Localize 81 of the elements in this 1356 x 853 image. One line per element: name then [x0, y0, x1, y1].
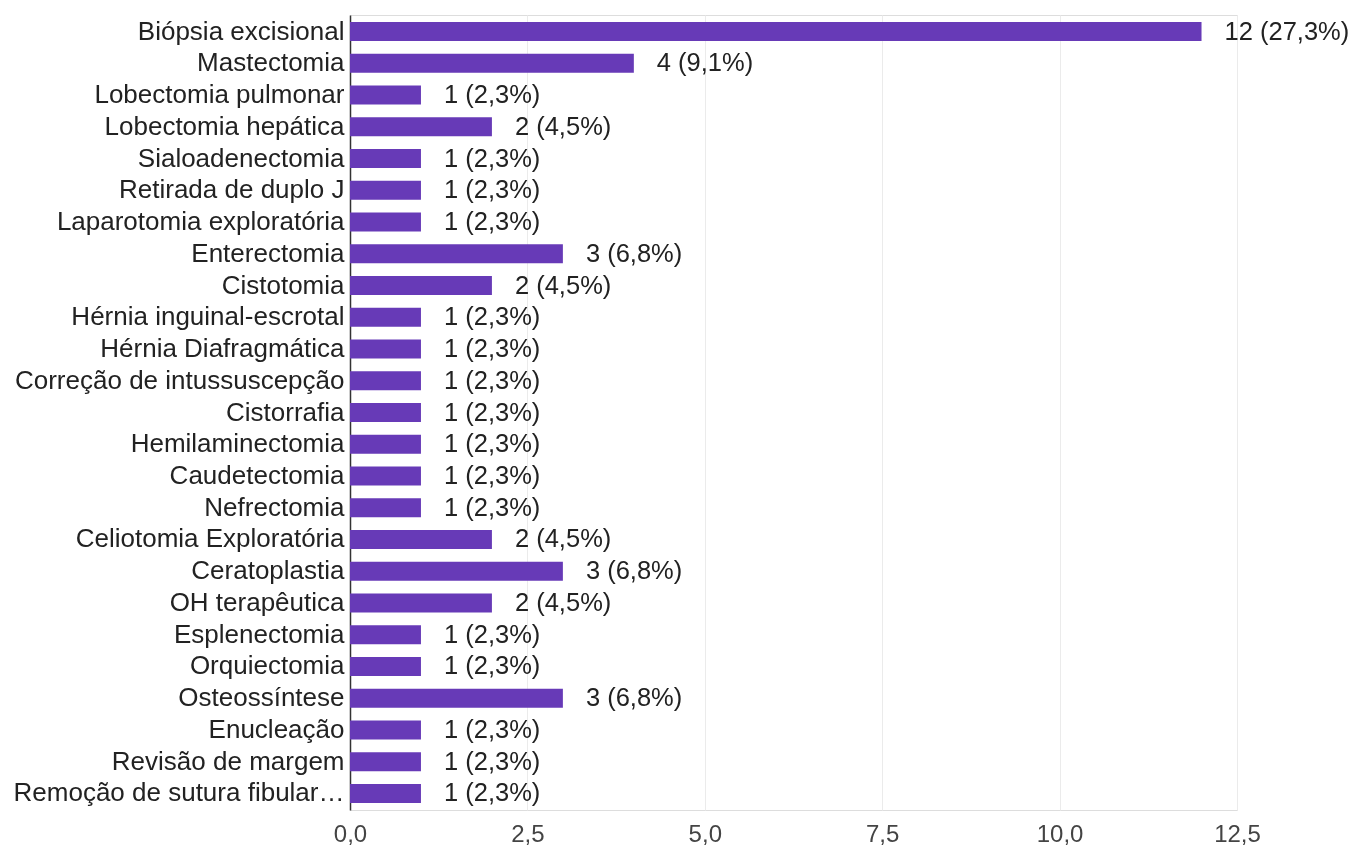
bar	[350, 212, 421, 232]
bar	[350, 466, 421, 486]
y-tick-label: Cistotomia	[221, 269, 346, 300]
data-label: 2 (4,5%)	[514, 111, 612, 140]
data-label: 2 (4,5%)	[514, 270, 612, 299]
bar	[350, 53, 634, 73]
data-label: 3 (6,8%)	[585, 556, 683, 585]
data-label: 1 (2,3%)	[443, 143, 541, 172]
x-tick-label: 2,5	[511, 819, 545, 847]
data-label: 1 (2,3%)	[443, 778, 541, 807]
y-tick-label: Lobectomia pulmonar	[94, 79, 345, 110]
data-label: 1 (2,3%)	[443, 302, 541, 331]
x-tick-label: 12,5	[1214, 819, 1261, 847]
bar	[350, 244, 563, 264]
bar	[350, 371, 421, 391]
bar	[350, 434, 421, 454]
bar	[350, 529, 492, 550]
y-tick-label: Laparotomia exploratória	[56, 206, 346, 236]
bar	[350, 720, 421, 740]
y-tick-label: Celiotomia Exploratória	[75, 523, 346, 554]
bar	[350, 275, 492, 296]
data-label: 1 (2,3%)	[443, 714, 541, 743]
y-tick-label: Cistorrafia	[226, 396, 346, 427]
data-label: 1 (2,3%)	[443, 746, 541, 775]
data-label: 1 (2,3%)	[443, 207, 541, 235]
y-tick-label: Orquiectomia	[189, 650, 346, 681]
data-label: 1 (2,3%)	[443, 492, 541, 521]
y-tick-label: Revisão de margem	[111, 745, 345, 776]
bar	[350, 593, 492, 613]
bar	[350, 148, 421, 169]
data-label: 1 (2,3%)	[443, 175, 541, 204]
x-tick-label: 7,5	[866, 819, 900, 847]
y-tick-label: Osteossíntese	[178, 682, 345, 713]
data-label: 1 (2,3%)	[443, 80, 541, 109]
bar	[350, 625, 421, 645]
bar	[350, 117, 492, 137]
y-tick-label: Remoção de sutura fibular…	[13, 777, 345, 808]
y-tick-label: Hérnia inguinal-escrotal	[71, 301, 345, 332]
y-tick-label: Enucleação	[208, 713, 345, 744]
x-tick-label: 5,0	[688, 819, 722, 847]
bar	[350, 339, 421, 359]
data-label: 1 (2,3%)	[443, 461, 541, 489]
y-tick-label: Esplenectomia	[173, 618, 346, 649]
bar	[350, 783, 421, 804]
x-tick-label: 10,0	[1036, 819, 1084, 847]
data-label: 12 (27,3%)	[1224, 16, 1350, 45]
bar	[350, 180, 421, 200]
bar	[350, 688, 563, 708]
bar	[350, 498, 421, 518]
data-label: 1 (2,3%)	[443, 365, 541, 394]
data-label: 1 (2,3%)	[443, 651, 541, 680]
x-tick-label: 0,0	[333, 819, 368, 847]
y-tick-label: Mastectomia	[197, 47, 346, 78]
bar	[350, 561, 563, 581]
y-tick-label: Hérnia Diafragmática	[100, 333, 346, 363]
bar	[350, 21, 1202, 42]
data-label: 2 (4,5%)	[514, 588, 612, 616]
bar	[350, 85, 421, 105]
data-label: 4 (9,1%)	[656, 48, 754, 77]
data-label: 3 (6,8%)	[585, 683, 683, 712]
y-tick-label: Biópsia excisional	[137, 15, 345, 46]
y-tick-label: Nefrectomia	[204, 491, 346, 522]
data-label: 2 (4,5%)	[514, 524, 612, 553]
y-tick-label: Lobectomia hepática	[104, 110, 346, 141]
data-label: 1 (2,3%)	[443, 334, 541, 362]
y-tick-label: OH terapêutica	[169, 587, 346, 617]
y-tick-label: Enterectomia	[191, 237, 346, 268]
y-tick-label: Correção de intussuscepção	[14, 364, 345, 395]
data-label: 1 (2,3%)	[443, 397, 541, 426]
y-tick-label: Hemilaminectomia	[130, 428, 346, 459]
y-tick-label: Ceratoplastia	[191, 555, 346, 586]
y-tick-label: Retirada de duplo J	[119, 174, 345, 205]
data-label: 1 (2,3%)	[443, 619, 541, 648]
bar	[350, 656, 421, 677]
y-tick-label: Sialoadenectomia	[137, 142, 346, 173]
bar	[350, 752, 421, 772]
y-tick-label: Caudetectomia	[169, 460, 346, 490]
data-label: 3 (6,8%)	[585, 238, 683, 267]
bar	[350, 307, 421, 327]
bar	[350, 402, 421, 423]
data-label: 1 (2,3%)	[443, 429, 541, 458]
